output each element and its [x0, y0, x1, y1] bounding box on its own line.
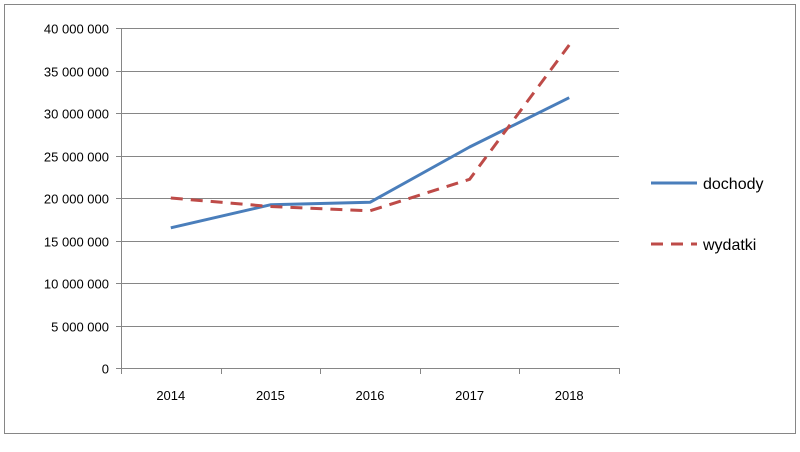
- legend-label-wydatki: wydatki: [702, 237, 756, 254]
- y-tick-labels: 0 5 000 000 10 000 000 15 000 000 20 000 000…: [44, 22, 109, 377]
- x-tick-label: 2016: [356, 388, 385, 403]
- y-tick-label: 30 000 000: [44, 107, 109, 122]
- legend-label-dochody: dochody: [703, 176, 764, 193]
- y-tick-label: 5 000 000: [51, 320, 109, 335]
- x-tick-label: 2017: [455, 388, 484, 403]
- y-tick-label: 15 000 000: [44, 235, 109, 250]
- y-tick-label: 25 000 000: [44, 150, 109, 165]
- y-tick-label: 0: [102, 362, 109, 377]
- x-tick-label: 2015: [256, 388, 285, 403]
- x-tick-label: 2018: [555, 388, 584, 403]
- x-tick-label: 2014: [156, 388, 185, 403]
- y-tick-label: 40 000 000: [44, 22, 109, 37]
- chart-border: [5, 5, 796, 434]
- y-tick-label: 35 000 000: [44, 65, 109, 80]
- y-tick-label: 20 000 000: [44, 192, 109, 207]
- y-tick-label: 10 000 000: [44, 277, 109, 292]
